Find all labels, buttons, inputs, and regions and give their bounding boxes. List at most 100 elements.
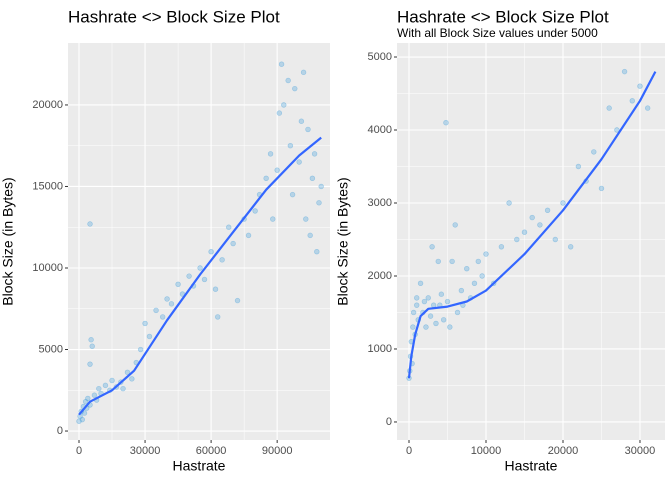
y-tick-label: 5000	[368, 51, 392, 63]
point	[303, 216, 309, 222]
point	[81, 410, 88, 416]
point	[316, 200, 322, 206]
y-axis-label: Block Size (in Bytes)	[335, 177, 351, 305]
x-tick-label: 20000	[548, 445, 579, 457]
point	[621, 68, 628, 75]
point	[87, 361, 93, 367]
point	[197, 265, 203, 271]
point	[417, 280, 424, 286]
y-axis-label: Block Size (in Bytes)	[0, 177, 16, 305]
point	[226, 224, 232, 230]
point	[410, 309, 417, 316]
point	[267, 151, 274, 157]
point	[575, 163, 582, 170]
y-tick-label: 0	[386, 416, 392, 428]
point	[425, 295, 431, 301]
x-axis-label: Hastrate	[173, 458, 226, 474]
y-tick-label: 20000	[32, 99, 63, 111]
x-tick-label: 0	[406, 445, 412, 457]
point	[506, 200, 512, 206]
point	[438, 291, 445, 297]
fit-line	[407, 71, 657, 379]
point	[234, 297, 241, 304]
point	[430, 302, 437, 308]
point	[629, 98, 635, 104]
point	[421, 298, 428, 305]
point	[287, 143, 294, 149]
point	[429, 244, 435, 250]
point	[91, 392, 98, 398]
plot-background	[397, 43, 665, 440]
point	[85, 395, 91, 402]
point	[146, 333, 153, 340]
chart-title: Hashrate <> Block Size Plot	[68, 7, 280, 26]
point	[414, 302, 420, 308]
y-tick-label: 15000	[32, 180, 63, 192]
point	[300, 69, 307, 76]
point	[124, 369, 131, 376]
point	[212, 286, 219, 292]
point	[76, 418, 82, 424]
point	[440, 317, 447, 323]
point	[142, 320, 148, 327]
point	[296, 159, 302, 165]
point	[498, 244, 505, 250]
point	[606, 105, 612, 111]
x-tick-label: 0	[76, 445, 82, 457]
point	[89, 343, 95, 349]
point	[168, 301, 175, 307]
point	[644, 105, 651, 111]
point	[311, 151, 318, 157]
point	[591, 149, 597, 155]
point	[153, 307, 159, 314]
point	[475, 258, 482, 265]
point	[544, 207, 551, 213]
y-tick-label: 5000	[39, 343, 63, 355]
point	[514, 236, 520, 243]
point	[292, 85, 298, 92]
point	[263, 175, 269, 182]
point	[305, 126, 311, 133]
point	[454, 309, 461, 316]
fit-line	[78, 136, 322, 416]
point	[137, 346, 144, 353]
point	[298, 118, 305, 124]
point	[471, 280, 478, 286]
point	[314, 248, 320, 255]
point	[614, 127, 620, 133]
x-tick-label: 90000	[262, 445, 293, 457]
y-tick-label: 4000	[368, 124, 392, 136]
point	[274, 167, 280, 173]
point	[278, 61, 285, 67]
point	[464, 265, 470, 272]
point	[309, 175, 316, 182]
point	[318, 183, 324, 190]
x-tick-label: 30000	[625, 445, 656, 457]
point	[215, 314, 221, 320]
x-tick-label: 60000	[196, 445, 227, 457]
point	[219, 257, 225, 263]
point	[307, 232, 313, 239]
plot-background	[68, 43, 330, 440]
point	[483, 251, 489, 257]
point	[79, 416, 86, 423]
point	[289, 191, 296, 198]
point	[598, 185, 605, 192]
point	[423, 324, 429, 330]
point	[186, 273, 192, 279]
x-tick-label: 30000	[130, 445, 161, 457]
point	[82, 398, 89, 405]
point	[567, 244, 574, 250]
point	[637, 83, 643, 89]
point	[270, 216, 276, 222]
point	[175, 281, 181, 287]
point	[537, 222, 543, 228]
point	[414, 295, 420, 301]
point	[164, 296, 170, 302]
point	[435, 258, 441, 265]
point	[433, 320, 439, 327]
point	[87, 221, 93, 227]
point	[102, 382, 109, 389]
point	[285, 77, 291, 84]
